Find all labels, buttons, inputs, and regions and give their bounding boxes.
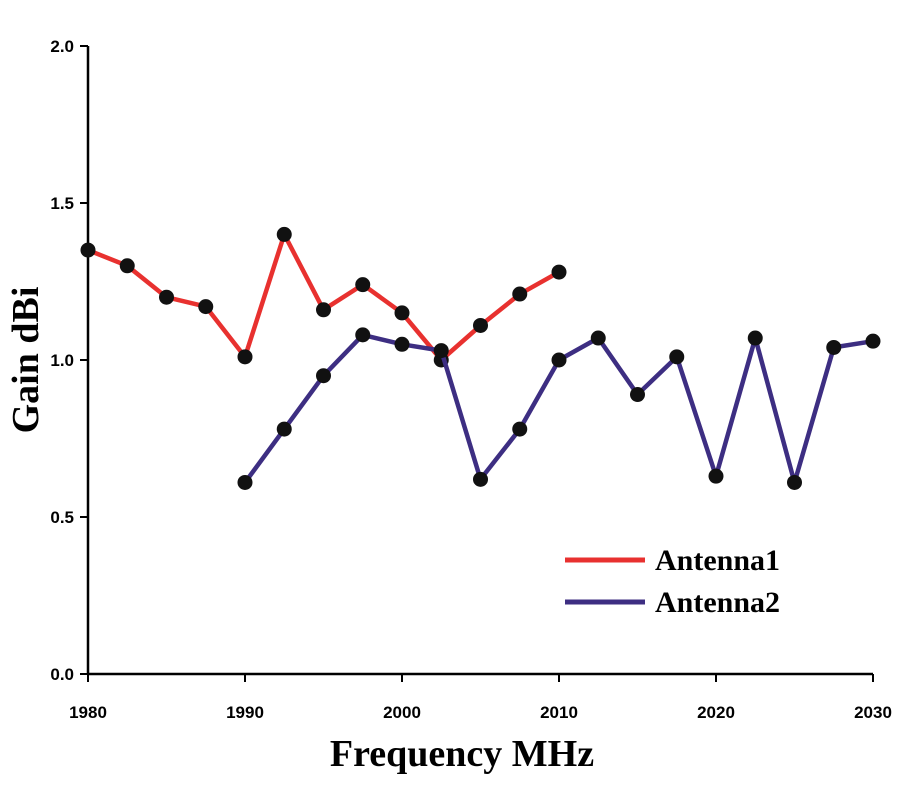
- data-point: [630, 387, 645, 403]
- data-point: [237, 349, 253, 365]
- data-point: [119, 258, 135, 274]
- legend-label: Antenna2: [655, 586, 780, 619]
- x-tick-label: 2010: [540, 703, 578, 722]
- data-point: [316, 302, 331, 318]
- data-point: [316, 368, 331, 384]
- data-point: [865, 333, 881, 349]
- series-layer: [80, 226, 881, 490]
- data-point: [669, 349, 685, 365]
- data-point: [473, 317, 488, 333]
- data-point: [237, 474, 253, 490]
- axes: 0.0 0.5 1.0 1.5 2.0 1980 1990 2000 2010 2020 2030: [50, 37, 892, 722]
- data-point: [551, 264, 567, 280]
- data-point: [433, 343, 449, 359]
- x-tick-label: 2000: [383, 703, 421, 722]
- data-point: [512, 421, 528, 437]
- data-point: [80, 242, 96, 258]
- legend-label: Antenna1: [655, 544, 780, 577]
- data-point: [159, 289, 174, 305]
- x-tick-label: 1980: [69, 703, 107, 722]
- data-point: [747, 330, 763, 346]
- data-point: [276, 226, 292, 242]
- legend-item-antenna1: Antenna1: [565, 544, 780, 577]
- data-point: [355, 277, 371, 293]
- data-point: [394, 305, 410, 321]
- x-tick-label: 2030: [854, 703, 892, 722]
- series-antenna1: [80, 226, 567, 368]
- data-point: [355, 327, 371, 343]
- data-point: [590, 330, 606, 346]
- x-tick-label: 2020: [697, 703, 735, 722]
- data-point: [708, 468, 724, 484]
- data-point: [826, 339, 842, 355]
- data-point: [551, 352, 567, 368]
- y-tick-label: 1.5: [50, 194, 74, 213]
- data-point: [473, 471, 488, 487]
- data-point: [787, 474, 802, 490]
- y-tick-label: 2.0: [50, 37, 74, 56]
- series-line-antenna1: [87, 232, 561, 363]
- data-point: [394, 336, 410, 352]
- y-tick-label: 1.0: [50, 351, 74, 370]
- y-axis-title: Gain dBi: [5, 287, 47, 434]
- x-axis-title: Frequency MHz: [330, 733, 594, 775]
- legend-item-antenna2: Antenna2: [565, 586, 780, 619]
- data-point: [276, 421, 292, 437]
- data-point: [512, 286, 528, 302]
- legend: Antenna1 Antenna2: [565, 544, 780, 619]
- x-tick-label: 1990: [226, 703, 264, 722]
- data-point: [198, 299, 214, 315]
- y-tick-label: 0.5: [50, 508, 74, 527]
- y-tick-label: 0.0: [50, 665, 74, 684]
- series-antenna2: [237, 327, 881, 490]
